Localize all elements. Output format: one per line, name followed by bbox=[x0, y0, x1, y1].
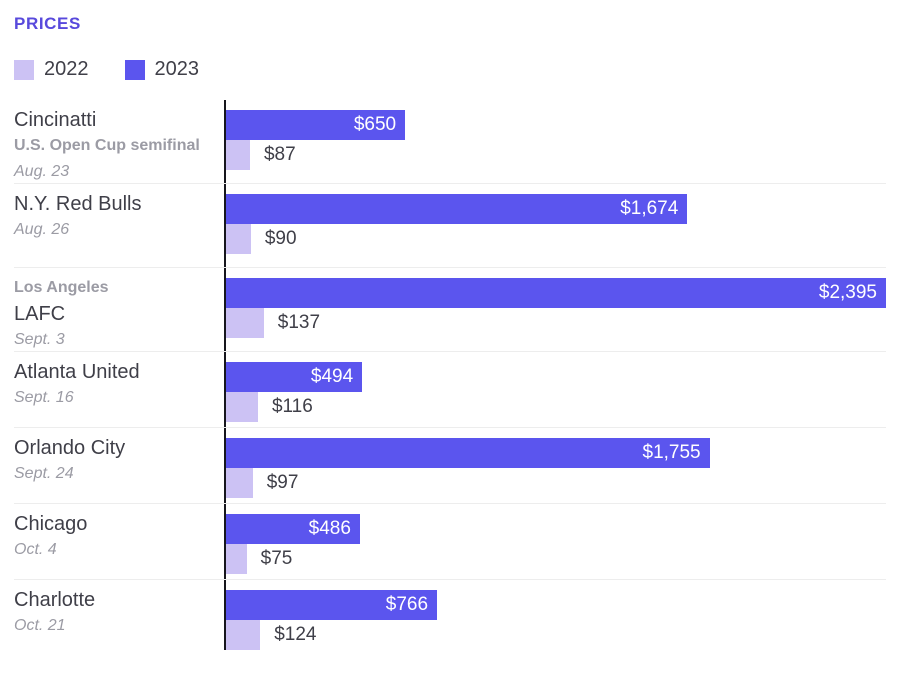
match-bars: $494 $116 bbox=[224, 352, 886, 427]
match-date: Aug. 26 bbox=[14, 221, 70, 238]
match-label: Atlanta United Sept. 16 bbox=[14, 352, 224, 427]
bar-2022 bbox=[226, 620, 261, 650]
price-2022-label: $90 bbox=[264, 228, 297, 249]
match-label: Chicago Oct. 4 bbox=[14, 504, 224, 579]
bar-2022 bbox=[226, 308, 264, 338]
legend-swatch-2022-icon bbox=[14, 59, 34, 80]
match-bars: $2,395 $137 bbox=[224, 268, 886, 351]
match-bars: $1,755 $97 bbox=[224, 428, 886, 503]
bar-2023: $1,755 bbox=[226, 438, 710, 468]
bar-2023: $650 bbox=[226, 110, 406, 140]
legend: 2022 2023 bbox=[14, 58, 886, 81]
match-label: Cincinatti U.S. Open Cup semifinal Aug. 23 bbox=[14, 100, 224, 183]
legend-item-2022: 2022 bbox=[14, 58, 89, 81]
prices-chart: Cincinatti U.S. Open Cup semifinal Aug. 23… bbox=[14, 100, 886, 656]
price-2023-label: $766 bbox=[385, 594, 429, 615]
match-title: LAFC bbox=[14, 303, 66, 325]
match-title: Charlotte bbox=[14, 589, 96, 611]
bar-2023: $766 bbox=[226, 590, 438, 620]
match-bars: $650 $87 bbox=[224, 100, 886, 183]
price-2022-label: $124 bbox=[274, 624, 317, 645]
legend-item-2023: 2023 bbox=[124, 58, 200, 81]
match-label: N.Y. Red Bulls Aug. 26 bbox=[14, 184, 224, 267]
match-bars: $486 $75 bbox=[224, 504, 886, 579]
match-row: Atlanta United Sept. 16 $494 $116 bbox=[14, 352, 886, 428]
bar-2023: $486 bbox=[226, 514, 360, 544]
bar-2022 bbox=[226, 544, 247, 574]
match-title: Atlanta United bbox=[14, 361, 140, 383]
match-row: Charlotte Oct. 21 $766 $124 bbox=[14, 580, 886, 656]
legend-label-2023: 2023 bbox=[154, 58, 200, 80]
bar-2022-track: $90 bbox=[226, 224, 886, 254]
price-2023-label: $1,674 bbox=[620, 198, 679, 219]
match-pretitle: Los Angeles bbox=[14, 279, 109, 296]
match-title: Chicago bbox=[14, 513, 88, 535]
price-2023-label: $1,755 bbox=[642, 442, 701, 463]
page-title: PRICES bbox=[14, 14, 81, 33]
bar-2022-track: $124 bbox=[226, 620, 886, 650]
bar-2022 bbox=[226, 392, 258, 422]
legend-label-2022: 2022 bbox=[44, 58, 89, 80]
price-2023-label: $486 bbox=[308, 518, 351, 539]
bar-2022-track: $75 bbox=[226, 544, 886, 574]
price-2022-label: $75 bbox=[260, 548, 293, 569]
bar-2023: $494 bbox=[226, 362, 363, 392]
match-date: Aug. 23 bbox=[14, 163, 70, 180]
bar-2022 bbox=[226, 140, 250, 170]
bar-2022-track: $97 bbox=[226, 468, 886, 498]
bar-2022 bbox=[226, 224, 251, 254]
match-bars: $766 $124 bbox=[224, 580, 886, 650]
match-title: Cincinatti bbox=[14, 109, 97, 131]
bar-2023: $1,674 bbox=[226, 194, 688, 224]
match-subtitle: U.S. Open Cup semifinal bbox=[14, 137, 200, 154]
match-date: Sept. 16 bbox=[14, 389, 74, 406]
match-row: N.Y. Red Bulls Aug. 26 $1,674 $90 bbox=[14, 184, 886, 268]
match-date: Oct. 21 bbox=[14, 617, 66, 634]
match-row: Chicago Oct. 4 $486 $75 bbox=[14, 504, 886, 580]
match-label: Orlando City Sept. 24 bbox=[14, 428, 224, 503]
bar-2023: $2,395 bbox=[226, 278, 886, 308]
match-bars: $1,674 $90 bbox=[224, 184, 886, 267]
match-title: Orlando City bbox=[14, 437, 126, 459]
match-row: Los Angeles LAFC Sept. 3 $2,395 $137 bbox=[14, 268, 886, 352]
price-2022-label: $87 bbox=[263, 144, 296, 165]
bar-2022-track: $87 bbox=[226, 140, 886, 170]
bar-2022-track: $116 bbox=[226, 392, 886, 422]
price-2022-label: $116 bbox=[271, 396, 313, 417]
bar-2022-track: $137 bbox=[226, 308, 886, 338]
price-2023-label: $2,395 bbox=[818, 282, 877, 303]
match-date: Sept. 3 bbox=[14, 331, 65, 348]
price-2022-label: $97 bbox=[266, 472, 299, 493]
price-2022-label: $137 bbox=[277, 312, 321, 333]
match-label: Charlotte Oct. 21 bbox=[14, 580, 224, 656]
price-2023-label: $650 bbox=[353, 114, 397, 135]
match-date: Oct. 4 bbox=[14, 541, 57, 558]
match-date: Sept. 24 bbox=[14, 465, 74, 482]
legend-swatch-2023-icon bbox=[124, 59, 145, 80]
bar-2022 bbox=[226, 468, 253, 498]
match-row: Orlando City Sept. 24 $1,755 $97 bbox=[14, 428, 886, 504]
price-2023-label: $494 bbox=[310, 366, 354, 387]
match-row: Cincinatti U.S. Open Cup semifinal Aug. 23… bbox=[14, 100, 886, 184]
match-title: N.Y. Red Bulls bbox=[14, 193, 142, 215]
match-label: Los Angeles LAFC Sept. 3 bbox=[14, 268, 224, 351]
